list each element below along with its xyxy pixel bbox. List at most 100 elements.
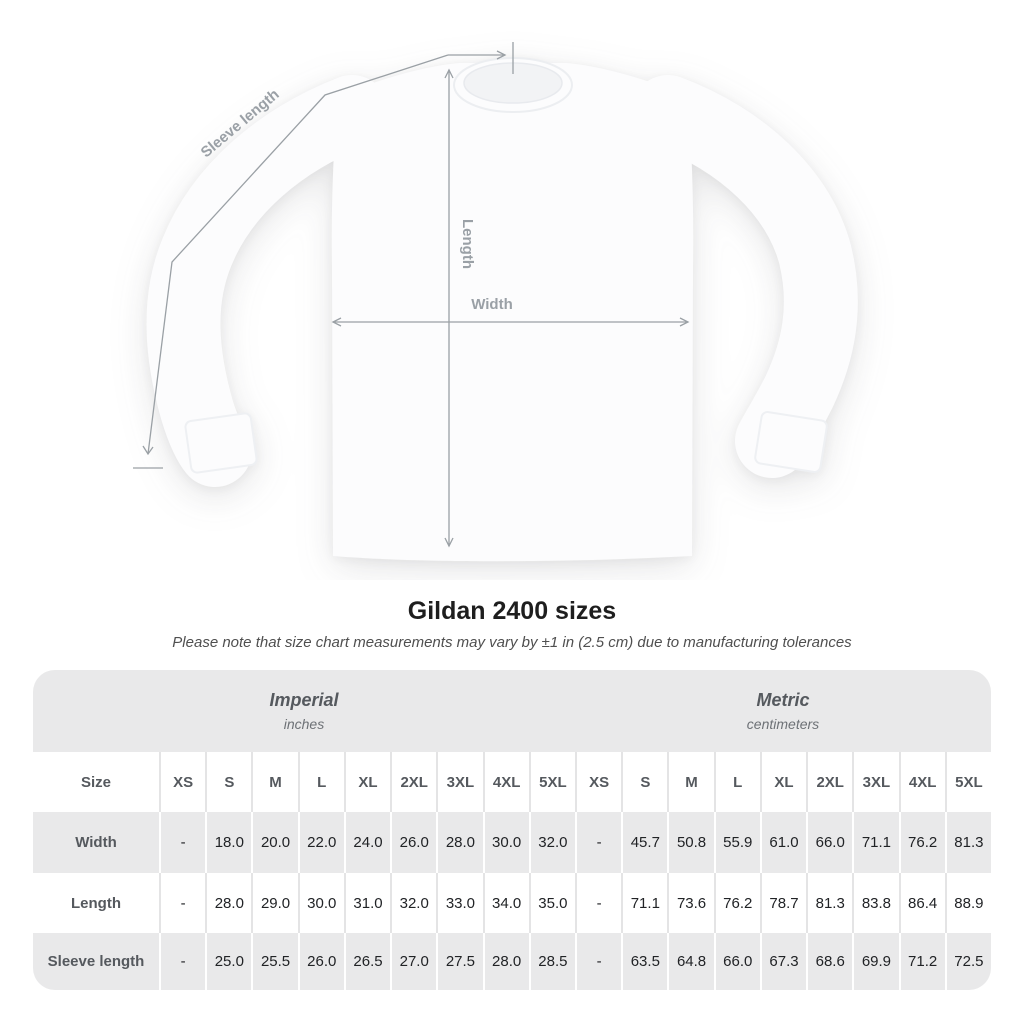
table-cell: 28.0 <box>205 873 252 933</box>
table-cell: 26.0 <box>390 812 437 873</box>
imperial-name: Imperial <box>269 690 339 710</box>
table-cell: 20.0 <box>251 812 298 873</box>
size-col-header: M <box>251 752 298 812</box>
table-cell: 68.6 <box>806 933 853 990</box>
table-cell: 30.0 <box>297 873 344 933</box>
table-cell: 25.5 <box>251 933 298 990</box>
metric-unit-header: Metric centimeters <box>574 670 991 752</box>
size-col-header: 2XL <box>390 752 437 812</box>
row-label-sleeve-length: Sleeve length <box>33 933 159 990</box>
width-arrow-right-icon <box>679 317 690 327</box>
table-cell: 26.5 <box>343 933 391 990</box>
table-cell: 86.4 <box>898 873 945 933</box>
size-col-header: XL <box>343 752 391 812</box>
metric-unit: centimeters <box>746 716 820 732</box>
table-cell: 61.0 <box>759 812 807 873</box>
size-col-header: L <box>297 752 344 812</box>
table-cell: - <box>159 873 206 933</box>
page-title: Gildan 2400 sizes <box>407 597 617 625</box>
size-col-header: 4XL <box>482 752 529 812</box>
table-cell: 66.0 <box>713 933 760 990</box>
table-cell: 31.0 <box>343 873 391 933</box>
size-col-header: L <box>713 752 760 812</box>
table-cell: 69.9 <box>852 933 899 990</box>
size-col-header: 3XL <box>852 752 899 812</box>
table-cell: 35.0 <box>528 873 575 933</box>
size-col-header: 5XL <box>528 752 575 812</box>
size-table: Imperial inches Metric centimeters Size … <box>33 670 991 990</box>
table-cell: 24.0 <box>343 812 391 873</box>
size-col-header: 4XL <box>898 752 945 812</box>
size-col-header: 3XL <box>436 752 483 812</box>
table-cell: 64.8 <box>667 933 714 990</box>
table-cell: - <box>159 933 206 990</box>
imperial-unit-header: Imperial inches <box>33 670 575 752</box>
shirt-diagram: Sleeve length Length Width <box>133 42 858 562</box>
table-cell: - <box>574 812 622 873</box>
length-arrow-down-icon <box>444 537 454 548</box>
size-col-header: XS <box>159 752 206 812</box>
right-cuff <box>754 411 828 473</box>
table-cell: 28.0 <box>482 933 529 990</box>
width-label: Width <box>471 296 513 313</box>
table-cell: 26.0 <box>297 933 344 990</box>
table-cell: 81.3 <box>944 812 991 873</box>
table-cell: 22.0 <box>297 812 344 873</box>
length-arrow-up-icon <box>444 68 454 79</box>
left-sleeve <box>146 75 389 487</box>
long-sleeve-shirt-illustration <box>146 57 858 562</box>
table-cell: 76.2 <box>898 812 945 873</box>
row-label-length: Length <box>33 873 159 933</box>
table-cell: - <box>159 812 206 873</box>
length-label: Length <box>459 219 476 269</box>
shirt-body <box>331 63 694 562</box>
table-cell: 34.0 <box>482 873 529 933</box>
table-cell: 32.0 <box>528 812 575 873</box>
size-col-header: M <box>667 752 714 812</box>
metric-name: Metric <box>756 690 810 710</box>
table-cell: 28.5 <box>528 933 575 990</box>
table-cell: 78.7 <box>759 873 807 933</box>
table-cell: 81.3 <box>806 873 853 933</box>
table-cell: 72.5 <box>944 933 991 990</box>
right-sleeve <box>631 75 858 478</box>
table-cell: 27.0 <box>390 933 437 990</box>
table-cell: 25.0 <box>205 933 252 990</box>
size-col-header: XL <box>759 752 807 812</box>
size-col-header: XS <box>574 752 622 812</box>
table-cell: - <box>574 873 622 933</box>
size-corner-header: Size <box>33 752 159 812</box>
table-cell: 66.0 <box>806 812 853 873</box>
table-cell: 67.3 <box>759 933 807 990</box>
table-cell: 45.7 <box>621 812 668 873</box>
table-cell: 30.0 <box>482 812 529 873</box>
row-label-width: Width <box>33 812 159 873</box>
table-cell: 29.0 <box>251 873 298 933</box>
table-cell: 63.5 <box>621 933 668 990</box>
sleeve-arrow-down-icon <box>142 445 154 456</box>
table-cell: - <box>574 933 622 990</box>
tolerance-note: Please note that size chart measurements… <box>172 634 852 651</box>
table-cell: 32.0 <box>390 873 437 933</box>
table-cell: 27.5 <box>436 933 483 990</box>
table-cell: 71.1 <box>621 873 668 933</box>
sleeve-length-line <box>147 54 449 455</box>
size-col-header: S <box>621 752 668 812</box>
table-cell: 28.0 <box>436 812 483 873</box>
width-arrow-left-icon <box>331 317 342 327</box>
imperial-unit: inches <box>283 716 325 732</box>
table-cell: 73.6 <box>667 873 714 933</box>
table-cell: 33.0 <box>436 873 483 933</box>
size-col-header: S <box>205 752 252 812</box>
table-cell: 71.2 <box>898 933 945 990</box>
table-cell: 83.8 <box>852 873 899 933</box>
table-cell: 88.9 <box>944 873 991 933</box>
size-col-header: 5XL <box>944 752 991 812</box>
table-cell: 50.8 <box>667 812 714 873</box>
table-cell: 18.0 <box>205 812 252 873</box>
table-cell: 71.1 <box>852 812 899 873</box>
left-cuff <box>184 412 258 474</box>
collar-arrow-icon <box>496 50 507 60</box>
table-cell: 76.2 <box>713 873 760 933</box>
